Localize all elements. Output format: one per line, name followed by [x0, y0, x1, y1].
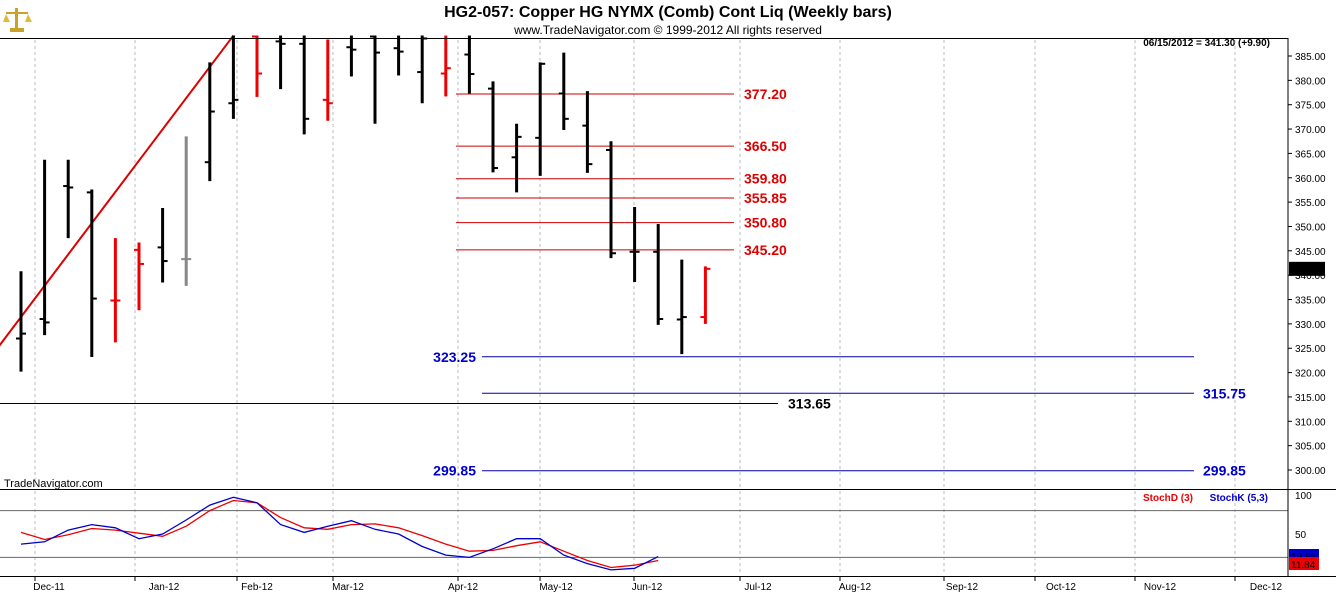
trendline [0, 34, 235, 347]
price-tick-label: 305.00 [1295, 442, 1326, 453]
ohlc-bar [322, 39, 333, 121]
ohlc-bar [157, 207, 168, 283]
level-label: 377.20 [744, 86, 787, 102]
ohlc-bar [204, 62, 215, 182]
price-tick-label: 345.00 [1295, 247, 1326, 258]
price-tick-label: 385.00 [1295, 52, 1326, 63]
date-axis: Dec-11 Jan-12 Feb-12 Mar-12 Apr-12 May-12 Jun-… [33, 577, 1283, 593]
level-label: 299.85 [433, 463, 476, 479]
level-label: 366.50 [744, 138, 787, 154]
ohlc-bar [181, 136, 192, 286]
price-tick-label: 335.00 [1295, 296, 1326, 307]
price-tick-label: 310.00 [1295, 417, 1326, 428]
price-tick-label: 355.00 [1295, 198, 1326, 209]
date-label: Nov-12 [1144, 582, 1177, 593]
ohlc-bar [346, 35, 357, 77]
legend-stochk: StochK (5,3) [1210, 493, 1268, 504]
price-tick-label: 370.00 [1295, 125, 1326, 136]
stoch-line-k [20, 496, 659, 571]
price-grid [34, 40, 1236, 575]
price-tick-label: 360.00 [1295, 174, 1326, 185]
last-price-label: 341.30 [1291, 265, 1322, 276]
price-tick-label: 380.00 [1295, 76, 1326, 87]
ohlc-bar [63, 159, 74, 239]
date-label: Dec-12 [1250, 582, 1283, 593]
price-tick-label: 340.00 [1295, 271, 1326, 282]
ohlc-bar [252, 35, 262, 97]
ohlc-bar [134, 242, 144, 311]
date-label: Jun-12 [632, 582, 663, 593]
stoch-last-box [1289, 557, 1319, 570]
ohlc-bar [299, 35, 310, 135]
stochastic-panel: 1005019.8611.84 [0, 491, 1319, 571]
level-label: 350.80 [744, 215, 787, 231]
price-tick-label: 325.00 [1295, 344, 1326, 355]
ohlc-bar [653, 224, 664, 325]
level-label: 345.20 [744, 242, 787, 258]
ohlc-bar [582, 91, 593, 173]
level-label: 355.85 [744, 190, 787, 206]
legend-stochd: StochD (3) [1143, 493, 1193, 504]
horizontal-levels: 377.20 366.50 359.80 355.85 350.80 345.20 323.… [0, 86, 1246, 479]
stoch-tick-label: 50 [1295, 530, 1307, 541]
ohlc-bar [535, 62, 546, 176]
level-label: 315.75 [1203, 385, 1246, 401]
ohlc-bars [16, 35, 711, 372]
date-label: Jul-12 [744, 582, 772, 593]
ohlc-bar [228, 35, 239, 119]
ohlc-bar [606, 141, 616, 259]
ohlc-bar [700, 266, 711, 324]
ohlc-bar [417, 35, 428, 104]
price-tick-label: 350.00 [1295, 222, 1326, 233]
price-tick-label: 375.00 [1295, 101, 1326, 112]
date-label: May-12 [539, 582, 573, 593]
price-tick-label: 300.00 [1295, 466, 1326, 477]
ohlc-bar [393, 35, 404, 76]
ohlc-bar [16, 271, 26, 372]
date-label: Oct-12 [1046, 582, 1076, 593]
copyright-text: www.TradeNavigator.com © 1999-2012 All r… [513, 23, 822, 37]
stoch-last-label: 11.84 [1291, 560, 1316, 571]
date-label: Mar-12 [332, 582, 364, 593]
date-label: Feb-12 [241, 582, 273, 593]
ohlc-bar [86, 189, 97, 358]
ohlc-bar [440, 35, 451, 97]
date-label: Dec-11 [33, 582, 65, 593]
price-axis: 385.00 380.00 375.00 370.00 365.00 360.00 355.… [1288, 52, 1326, 477]
logo [3, 8, 32, 32]
level-label-right: 299.85 [1203, 463, 1246, 479]
level-label: 313.65 [788, 396, 831, 412]
price-tick-label: 365.00 [1295, 149, 1326, 160]
watermark: TradeNavigator.com [4, 478, 103, 490]
ohlc-bar [558, 52, 569, 131]
ohlc-bar [275, 35, 286, 90]
last-price-box [1289, 261, 1325, 276]
price-tick-label: 315.00 [1295, 393, 1326, 404]
ohlc-bar [676, 259, 687, 355]
last-quote: 06/15/2012 = 341.30 (+9.90) [1143, 38, 1270, 49]
level-label: 323.25 [433, 349, 476, 365]
chart-title: HG2-057: Copper HG NYMX (Comb) Cont Liq … [444, 4, 892, 21]
balance-scale-icon [3, 8, 32, 32]
trendline-segment [0, 34, 235, 347]
level-label: 359.80 [744, 171, 787, 187]
ohlc-bar [39, 159, 50, 336]
date-label: Sep-12 [946, 582, 979, 593]
ohlc-bar [464, 35, 475, 94]
price-tick-label: 330.00 [1295, 320, 1326, 331]
ohlc-bar [370, 35, 380, 124]
date-label: Jan-12 [149, 582, 180, 593]
ohlc-bar [511, 123, 522, 193]
ohlc-bar [629, 206, 640, 282]
date-label: Aug-12 [839, 582, 872, 593]
ohlc-bar [488, 81, 498, 173]
date-label: Apr-12 [448, 582, 478, 593]
stoch-tick-label: 100 [1295, 491, 1312, 502]
price-tick-label: 320.00 [1295, 369, 1326, 380]
ohlc-bar [110, 238, 121, 343]
